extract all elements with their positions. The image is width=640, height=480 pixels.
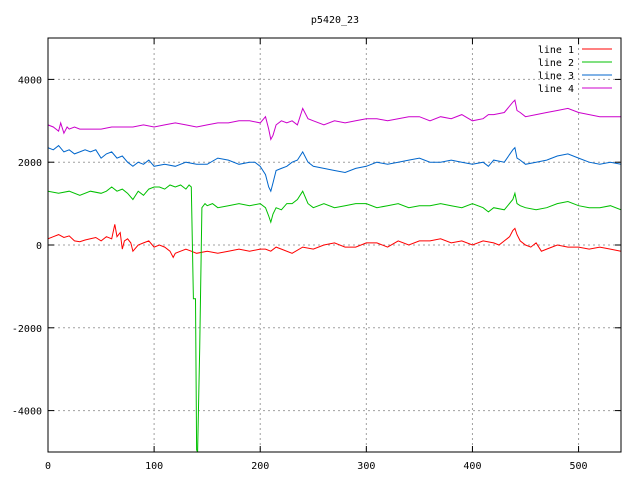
- legend: line 1 line 2 line 3 line 4: [538, 45, 612, 95]
- y-tick-label: -2000: [12, 324, 42, 335]
- axis-ticks: 0 100 200 300 400 500 -4000 -2000 0 2000 4000: [12, 38, 621, 472]
- series-line-3: [48, 144, 621, 193]
- y-tick-label: 4000: [18, 75, 42, 86]
- x-tick-label: 500: [570, 461, 588, 472]
- x-tick-label: 0: [45, 461, 51, 472]
- legend-label: line 2: [538, 58, 574, 69]
- x-tick-label: 300: [357, 461, 375, 472]
- x-tick-label: 400: [463, 461, 481, 472]
- series-line-4: [48, 99, 621, 141]
- x-tick-label: 200: [251, 461, 269, 472]
- legend-label: line 3: [538, 71, 574, 82]
- legend-label: line 4: [538, 84, 574, 95]
- chart-title: p5420_23: [311, 15, 359, 26]
- x-tick-label: 100: [145, 461, 163, 472]
- legend-label: line 1: [538, 45, 574, 56]
- y-tick-label: 0: [36, 241, 42, 252]
- y-tick-label: -4000: [12, 407, 42, 418]
- grid-lines: [48, 38, 621, 452]
- y-tick-label: 2000: [18, 158, 42, 169]
- series-line-1: [48, 224, 621, 259]
- series-line-2: [48, 184, 621, 452]
- series-layer: [48, 99, 621, 452]
